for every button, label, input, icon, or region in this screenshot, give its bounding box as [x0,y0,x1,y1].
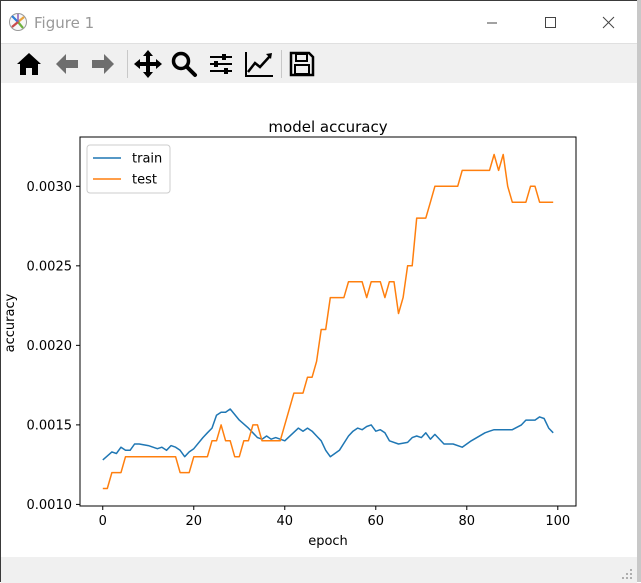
close-button[interactable] [585,7,631,39]
home-button[interactable] [13,48,45,80]
x-tick-label: 80 [459,514,476,529]
y-tick-label: 0.0030 [27,180,73,195]
y-tick-label: 0.0015 [27,418,73,433]
matplotlib-logo-icon [8,12,28,32]
forward-button[interactable] [87,48,119,80]
navigation-toolbar [1,43,637,84]
figure-canvas[interactable]: model accuracy 0 20 40 60 80 100 0.0010 0.0015… [1,83,637,557]
resize-grip-icon[interactable] [621,568,633,580]
arrow-right-icon [92,54,114,74]
chart-title: model accuracy [268,118,387,136]
status-bar [1,557,637,583]
series-line-train [102,408,554,461]
series-line-test [102,153,554,490]
minimize-button[interactable] [469,7,515,39]
window-title: Figure 1 [34,14,95,32]
y-tick-label: 0.0010 [27,498,73,513]
title-bar[interactable]: Figure 1 [1,1,637,43]
subplots-button[interactable] [205,48,237,80]
home-icon [17,53,41,75]
toolbar-separator [281,50,282,78]
accuracy-chart[interactable]: model accuracy 0 20 40 60 80 100 0.0010 0.0015… [1,83,637,557]
x-tick-label: 40 [276,514,293,529]
y-tick-label: 0.0025 [27,259,73,274]
legend-label-test: test [132,173,157,188]
move-icon [134,50,162,78]
zoom-button[interactable] [168,48,200,80]
pan-button[interactable] [132,48,164,80]
legend-box [86,144,171,194]
maximize-button[interactable] [527,7,573,39]
back-button[interactable] [51,48,83,80]
floppy-disk-icon [289,51,315,77]
y-tick-label: 0.0020 [27,339,73,354]
legend-label-train: train [132,152,162,167]
sliders-icon [210,54,232,74]
x-tick-label: 60 [368,514,385,529]
x-tick-label: 20 [185,514,202,529]
x-tick-label: 0 [99,514,107,529]
axes-frame [79,136,577,507]
background-window-edge [637,0,641,582]
edit-axes-button[interactable] [243,48,275,80]
y-axis-label: accuracy [3,293,18,352]
legend: train test [86,144,171,194]
x-tick-label: 100 [545,514,570,529]
arrow-left-icon [56,54,78,74]
line-chart-icon [245,52,273,77]
save-button[interactable] [286,48,318,80]
magnifier-icon [171,51,197,77]
x-axis-label: epoch [308,534,348,549]
toolbar-separator [127,50,128,78]
